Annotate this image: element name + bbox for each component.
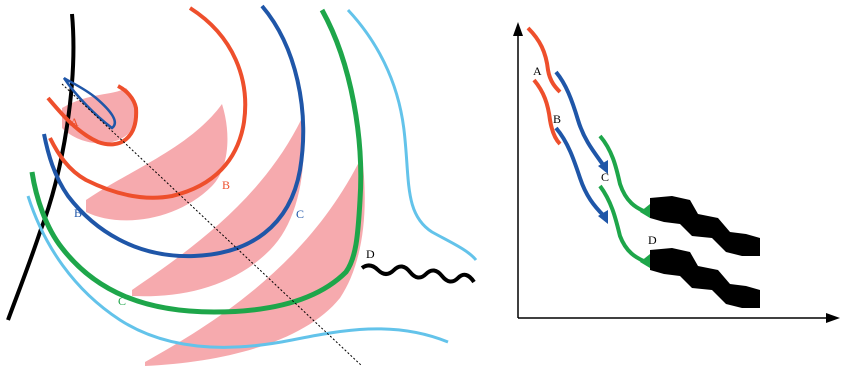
label-c-right: C (601, 170, 609, 184)
label-c-green-left: C (118, 294, 126, 308)
blue-segment-upper (554, 70, 606, 168)
label-c-blue-left: C (296, 207, 304, 221)
right-panel: A B C D (513, 22, 840, 323)
blue-loop-a (62, 76, 117, 130)
black-band-lower (650, 248, 760, 308)
blue-curve-c (42, 4, 306, 259)
shaded-wedge-c (132, 118, 304, 297)
blue-segment-lower (554, 126, 606, 218)
boundary-curve (6, 13, 76, 321)
red-curve-b (48, 6, 248, 200)
left-panel: A B B C C D (6, 4, 478, 367)
light-blue-curve-inner (26, 195, 449, 349)
light-blue-curve-outer (346, 8, 478, 261)
red-segment-upper (526, 26, 562, 94)
shaded-wedge-d (145, 156, 365, 366)
blue-arrow-lower (598, 210, 608, 224)
label-b-right: B (553, 112, 561, 126)
label-a-right: A (533, 64, 542, 78)
profile-line (61, 83, 363, 367)
label-a-left: A (70, 115, 79, 129)
blue-arrow-upper (598, 160, 608, 174)
black-band-upper (650, 196, 760, 256)
label-d-right: D (648, 233, 657, 247)
x-axis-arrow (826, 313, 840, 323)
green-segment-upper (598, 134, 647, 214)
y-axis-arrow (513, 22, 523, 36)
red-curve-a-tip (46, 84, 139, 147)
green-arrow-lower (640, 254, 650, 268)
wavy-line-d (360, 263, 476, 284)
label-b-red-left: B (222, 178, 230, 192)
red-segment-lower (532, 78, 562, 146)
green-segment-lower (598, 184, 647, 264)
label-b-blue-left: B (74, 206, 82, 220)
label-d-left: D (366, 247, 375, 261)
green-arrow-upper (640, 204, 650, 218)
green-curve-d (29, 8, 364, 315)
